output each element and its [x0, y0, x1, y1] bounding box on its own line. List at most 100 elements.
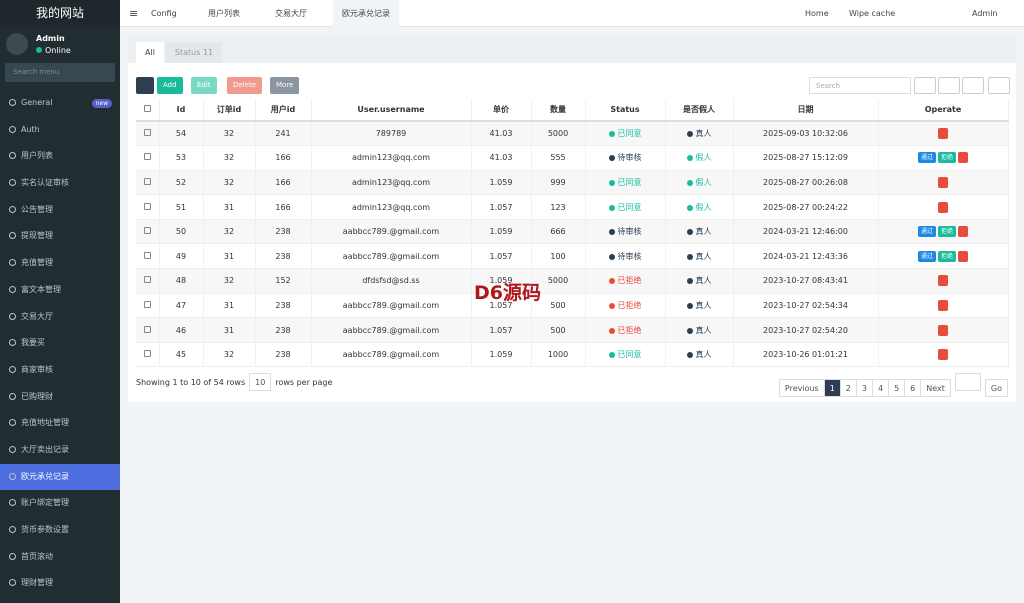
delete-button[interactable] — [938, 176, 948, 188]
menu-item[interactable]: 已购理财 — [0, 384, 120, 411]
menu-item[interactable]: 账户绑定管理 — [0, 490, 120, 517]
menu-label: 已购理财 — [21, 391, 53, 401]
approve-button[interactable]: 通过 — [917, 226, 936, 238]
delete-button[interactable] — [938, 349, 948, 361]
toolbar-button[interactable]: Add — [157, 77, 183, 94]
approve-button[interactable]: 通过 — [917, 152, 936, 164]
topbar-link[interactable]: Home — [805, 9, 829, 18]
menu-item[interactable]: Auth — [0, 117, 120, 144]
go-button[interactable]: Go — [984, 379, 1008, 397]
page-size[interactable]: 10 — [249, 373, 272, 391]
menu-item[interactable]: 商家审核 — [0, 357, 120, 384]
reject-button[interactable]: 拒绝 — [938, 152, 957, 164]
cell: 49 — [159, 243, 204, 270]
checkbox[interactable] — [143, 350, 151, 358]
checkbox[interactable] — [143, 251, 151, 259]
checkbox[interactable] — [143, 227, 151, 235]
page-link[interactable]: Previous — [778, 379, 825, 397]
reject-button[interactable]: 拒绝 — [938, 226, 957, 238]
menu-item[interactable]: 首页滚动 — [0, 544, 120, 571]
menu-item[interactable]: 充值地址管理 — [0, 410, 120, 437]
panel-tab[interactable]: Status 11 — [165, 42, 223, 63]
cell: 已同意 — [585, 194, 666, 220]
cell: 假人 — [665, 170, 734, 196]
menu-item[interactable]: 公告管理 — [0, 197, 120, 224]
toolbar-button[interactable]: More — [270, 77, 300, 94]
cell-text: 真人 — [687, 301, 712, 310]
cell: 32 — [203, 342, 256, 368]
menu-label: 商家审核 — [21, 364, 53, 374]
checkbox[interactable] — [143, 325, 151, 333]
tool-icon — [988, 77, 1010, 94]
panel-tab[interactable]: All — [136, 42, 164, 63]
toolbar-button[interactable]: Edit — [191, 77, 217, 94]
menu-item[interactable]: 提现管理 — [0, 223, 120, 250]
delete-button[interactable] — [938, 201, 948, 213]
nav-tab[interactable]: Config — [151, 9, 177, 18]
menu-item[interactable]: 交易大厅 — [0, 304, 120, 331]
page-link[interactable]: 3 — [855, 379, 873, 397]
delete-button[interactable] — [958, 152, 969, 164]
menu-search[interactable]: Search menu — [5, 63, 115, 82]
cell: 待审核 — [585, 145, 666, 171]
menu-item[interactable]: 理财管理 — [0, 570, 120, 597]
topbar-link[interactable]: Wipe cache — [849, 9, 896, 18]
menu-label: 充值管理 — [21, 258, 53, 268]
cell: 真人 — [665, 121, 734, 147]
table-row: 48 32 152 dfdsfsd@sd.ss 1.059 5000 已拒绝 真人 2023-1… — [136, 268, 1009, 294]
delete-button[interactable] — [958, 226, 969, 238]
cell: 238 — [255, 317, 312, 343]
toolbar-button[interactable]: Delete — [227, 77, 262, 94]
user-panel: Admin Online — [0, 27, 120, 63]
nav-tab[interactable]: 用户列表 — [208, 9, 240, 18]
checkbox[interactable] — [143, 202, 151, 210]
checkbox[interactable] — [143, 129, 151, 137]
page-input[interactable] — [954, 373, 981, 391]
checkbox[interactable] — [143, 153, 151, 161]
nav-tab[interactable]: 交易大厅 — [275, 9, 307, 18]
cell: 31 — [203, 243, 256, 270]
menu-item[interactable]: 实名认证审核 — [0, 170, 120, 197]
cell: 已拒绝 — [585, 293, 666, 319]
page-link[interactable]: Next — [920, 379, 951, 397]
cell — [136, 243, 160, 270]
cell: 50 — [159, 219, 204, 245]
delete-button[interactable] — [938, 324, 948, 336]
checkbox[interactable] — [143, 177, 151, 185]
menu-item[interactable]: 用户列表 — [0, 143, 120, 170]
page-link[interactable]: 1 — [823, 379, 841, 397]
cell-text: 32 — [223, 276, 235, 286]
delete-button[interactable] — [958, 250, 969, 262]
menu-item[interactable]: 富文本管理 — [0, 277, 120, 304]
delete-button[interactable] — [938, 128, 948, 140]
page-link[interactable]: 4 — [871, 379, 890, 397]
reject-button[interactable]: 拒绝 — [938, 250, 957, 262]
nav-tab[interactable]: 欧元承兑记录 — [333, 0, 399, 27]
cell: aabbcc789.@gmail.com — [311, 219, 472, 245]
menu-item[interactable]: 大厅卖出记录 — [0, 437, 120, 464]
page-link[interactable]: 2 — [839, 379, 857, 397]
table-row: 53 32 166 admin123@qq.com 41.03 555 待审核 假人 2025-… — [136, 145, 1009, 171]
menu-item[interactable]: 货币参数设置 — [0, 517, 120, 544]
delete-button[interactable] — [938, 299, 948, 311]
menu-item[interactable]: 我要买 — [0, 330, 120, 357]
cell: 41.03 — [471, 121, 532, 147]
cell: 166 — [255, 170, 312, 196]
page-link[interactable]: 6 — [904, 379, 922, 397]
checkbox[interactable] — [143, 300, 151, 308]
cell: 51 — [159, 194, 204, 220]
checkbox[interactable] — [143, 105, 151, 112]
topbar-link[interactable]: Admin — [972, 9, 998, 18]
approve-button[interactable]: 通过 — [917, 250, 936, 262]
delete-button[interactable] — [938, 275, 948, 287]
page-link[interactable]: 5 — [888, 379, 906, 397]
menu-item[interactable]: General new — [0, 90, 120, 117]
menu-item[interactable]: 欧元承兑记录 — [0, 463, 120, 491]
search-box[interactable]: Search — [809, 77, 911, 94]
menu-item[interactable]: 充值管理 — [0, 250, 120, 277]
refresh-button — [136, 77, 154, 94]
column-header: User.username — [311, 99, 472, 122]
menu-toggle[interactable]: ≡ — [129, 7, 139, 20]
cell-text: 待审核 — [609, 153, 642, 162]
checkbox[interactable] — [143, 276, 151, 284]
